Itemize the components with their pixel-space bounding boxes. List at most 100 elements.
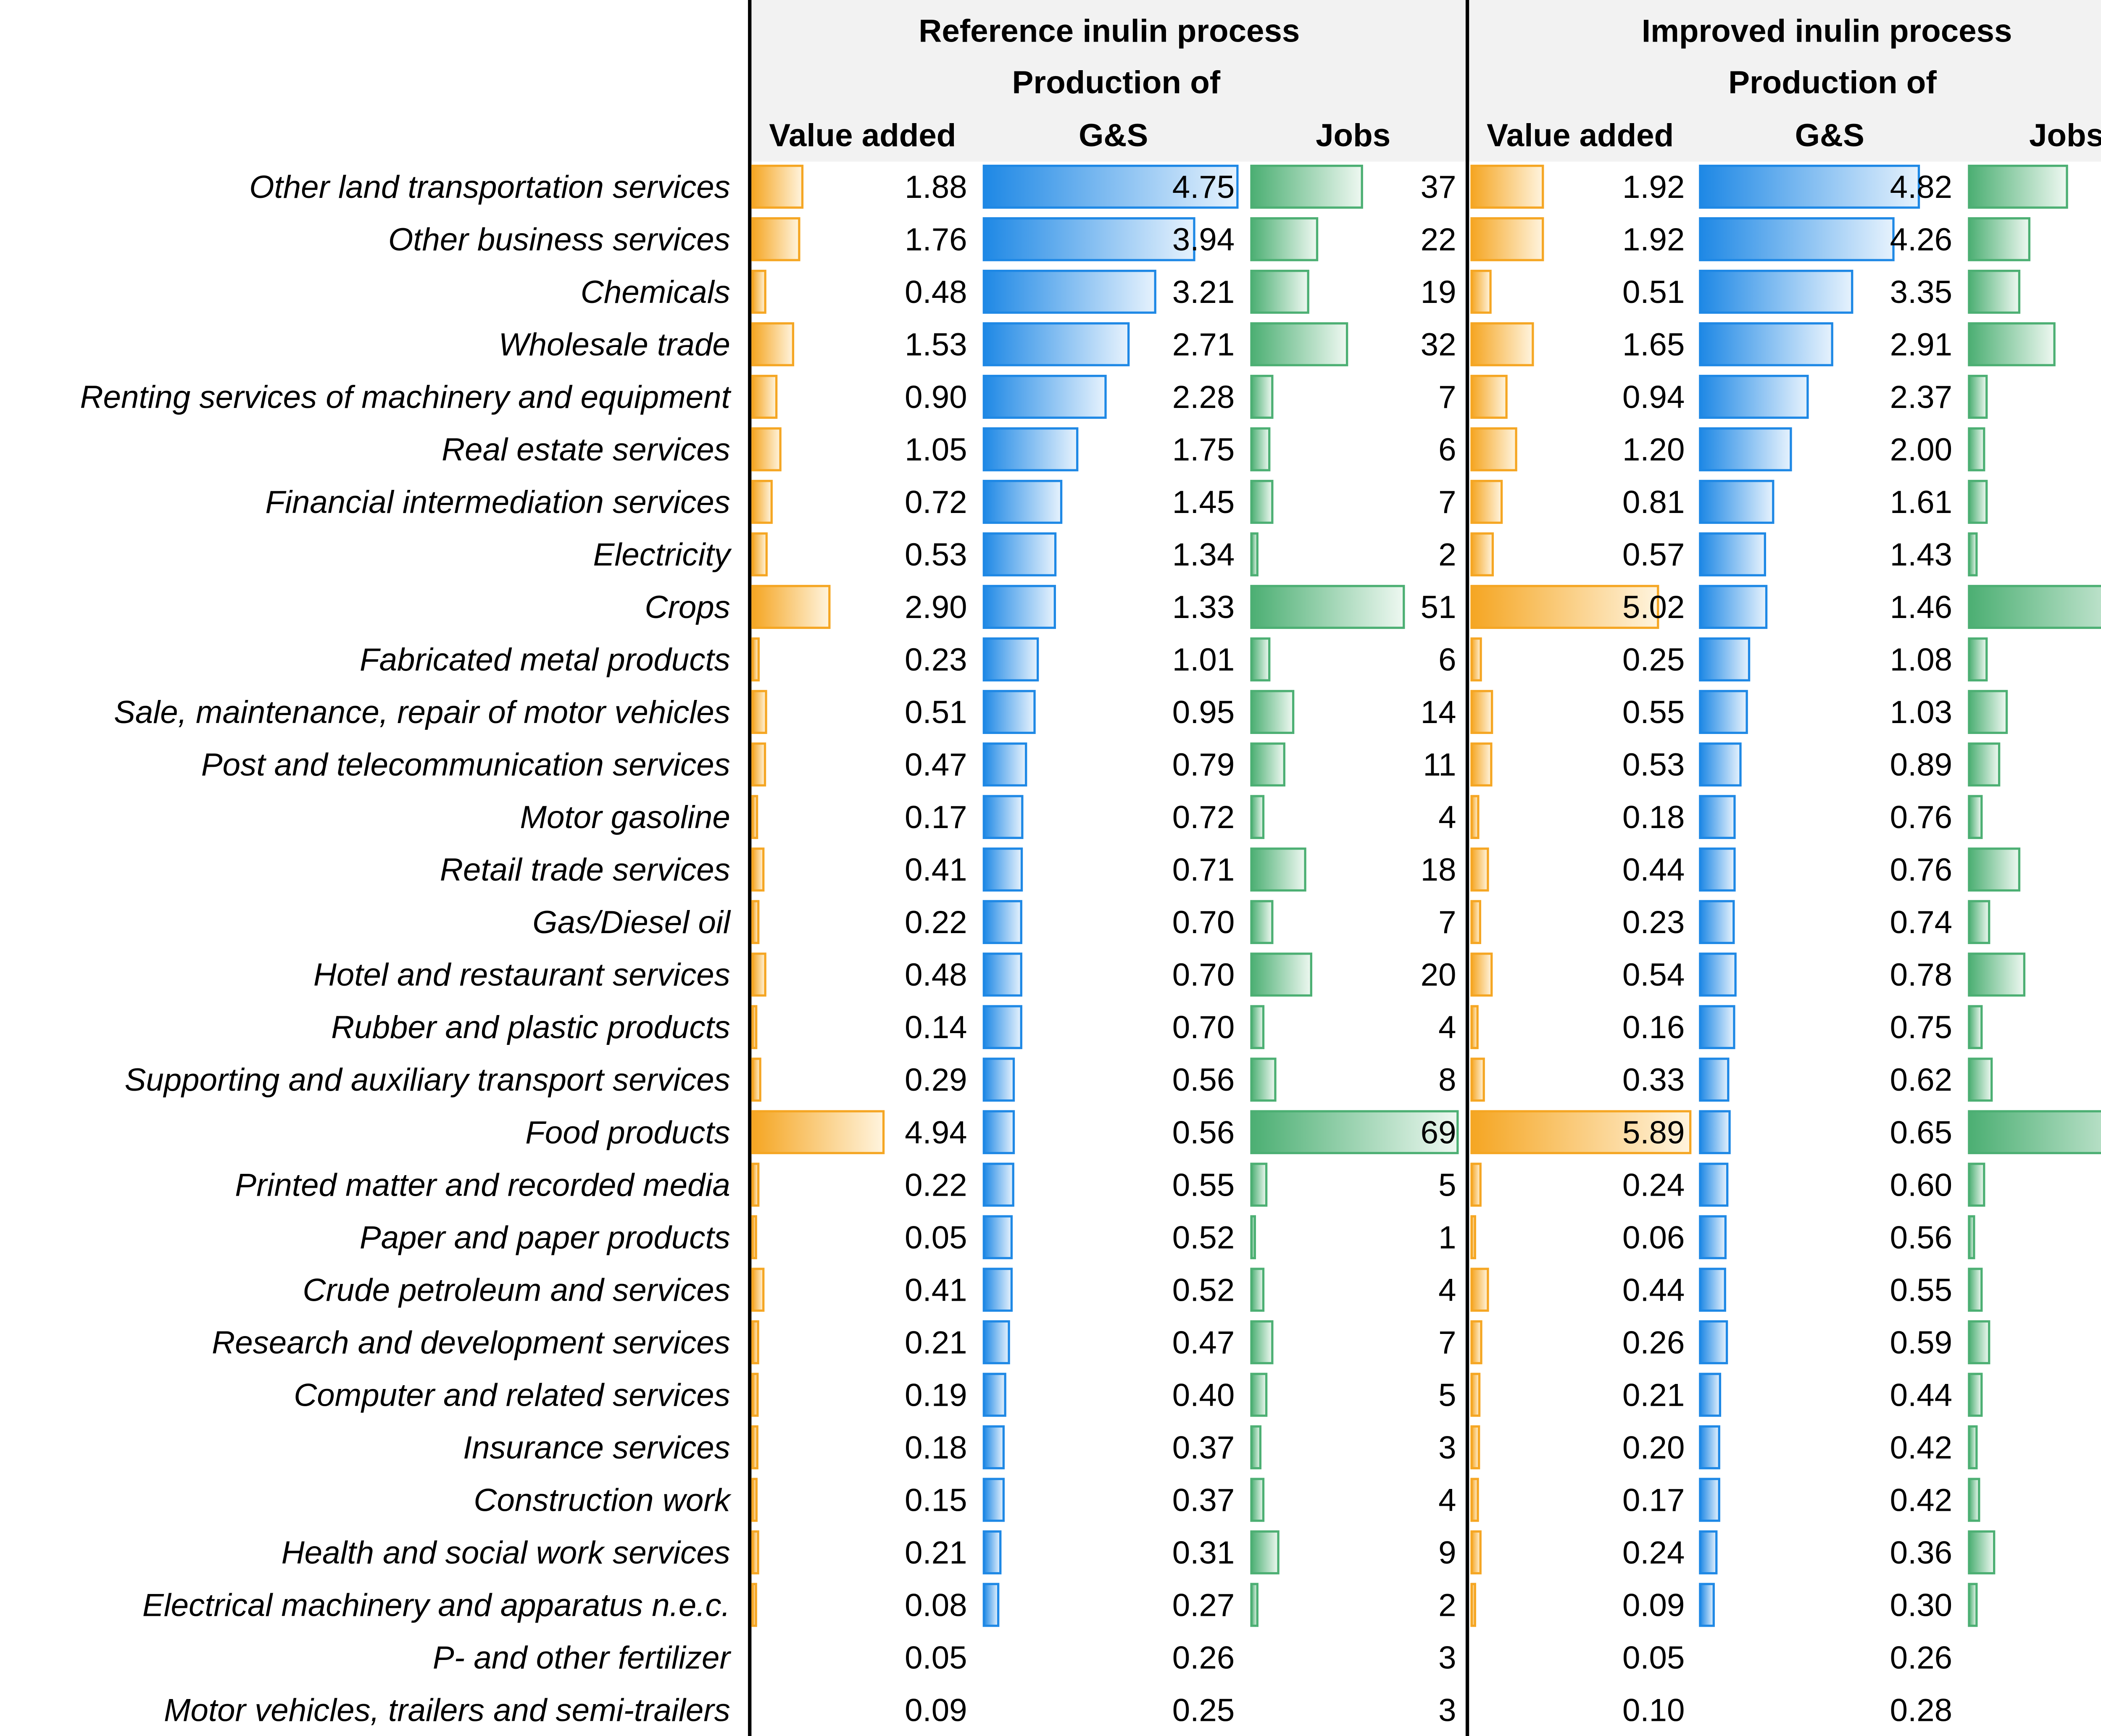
improved-header-bg [1467,0,2101,162]
reference-gs-bar [982,322,1130,366]
improved-value-added-value: 0.33 [1622,1062,1685,1098]
reference-header-bg [750,0,1468,162]
reference-value-added-bar [751,1005,758,1049]
improved-value-added-value: 0.24 [1622,1167,1685,1203]
improved-gs-value: 1.43 [1890,537,1952,573]
improved-value-added-bar [1470,1478,1479,1522]
reference-value-added-value: 0.47 [905,747,967,783]
improved-value-added-value: 0.57 [1622,537,1685,573]
reference-value-added-value: 0.21 [905,1535,967,1570]
improved-value-added-bar [1470,1583,1476,1627]
improved-value-added-value: 0.25 [1622,642,1685,678]
improved-gs-bar [1699,1478,1720,1522]
improved-jobs-bar [1968,1425,1978,1470]
improved-jobs-bar [1968,1530,1996,1575]
improved-jobs-bar [1968,637,1988,681]
improved-gs-bar [1699,1005,1735,1049]
reference-jobs-bar [1250,1268,1265,1312]
improved-value-added-bar [1470,1268,1489,1312]
reference-gs-bar [982,742,1027,787]
improved-gs-value: 0.56 [1890,1220,1952,1255]
reference-gs-value: 0.52 [1172,1220,1235,1255]
table-row: Electrical machinery and apparatus n.e.c… [142,1583,1978,1627]
reference-value-added-value: 0.05 [905,1220,967,1255]
improved-value-added-value: 1.92 [1622,222,1685,258]
improved-jobs-bar [1968,1268,1983,1312]
reference-jobs-value: 9 [1438,1535,1456,1570]
improved-value-added-bar [1470,217,1544,261]
reference-jobs-value: 37 [1421,169,1456,205]
reference-gs-value: 2.71 [1172,327,1235,363]
reference-value-added-bar [751,1163,760,1207]
reference-jobs-value: 8 [1438,1062,1456,1098]
reference-jobs-bar [1250,375,1274,419]
improved-jobs-bar [1968,164,2068,209]
row-label: Sale, maintenance, repair of motor vehic… [114,694,730,730]
improved-value-added-bar [1470,1530,1482,1575]
improved-gs-bar [1699,900,1735,944]
improved-gs-bar [1699,847,1736,892]
reference-value-added-value: 4.94 [905,1115,967,1150]
improved-gs-bar [1699,690,1748,734]
row-label: Motor vehicles, trailers and semi-traile… [164,1693,730,1728]
reference-jobs-value: 3 [1438,1693,1456,1728]
reference-value-added-bar [751,270,766,314]
reference-jobs-value: 51 [1421,589,1456,625]
improved-value-added-bar [1470,1320,1482,1365]
improved-gs-value: 2.00 [1890,432,1952,468]
improved-gs-value: 0.74 [1890,905,1952,940]
reference-jobs-value: 14 [1421,694,1456,730]
reference-value-added-value: 0.14 [905,1010,967,1045]
reference-value-added-value: 0.48 [905,274,967,310]
improved-value-added-bar [1470,795,1480,839]
reference-value-added-value: 0.17 [905,800,967,835]
improved-gs-bar [1699,952,1737,997]
reference-gs-value: 0.25 [1172,1693,1235,1728]
improved-gs-bar [1699,270,1854,314]
reference-value-added-bar [751,375,778,419]
improved-gs-value: 0.65 [1890,1115,1952,1150]
reference-gs-value: 0.71 [1172,852,1235,888]
reference-gs-value: 0.56 [1172,1115,1235,1150]
improved-gs-value: 1.08 [1890,642,1952,678]
improved-gs-value: 3.35 [1890,274,1952,310]
improved-value-added-value: 0.81 [1622,484,1685,520]
improved-value-added-value: 5.89 [1622,1115,1685,1150]
row-label: Hotel and restaurant services [313,957,730,993]
improved-gs-bar [1699,1110,1731,1155]
improved-value-added-bar [1470,1215,1476,1260]
reference-value-added-value: 0.21 [905,1325,967,1360]
improved-gs-value: 0.62 [1890,1062,1952,1098]
improved-jobs-bar [1968,795,1983,839]
improved-value-added-value: 5.02 [1622,589,1685,625]
improved-gs-bar [1699,532,1766,576]
reference-value-added-bar [751,952,766,997]
reference-value-added-bar [751,1583,757,1627]
reference-gs-bar [982,1005,1022,1049]
row-label: Food products [525,1115,730,1150]
row-label: Printed matter and recorded media [235,1167,730,1203]
reference-gs-bar [982,375,1107,419]
reference-jobs-value: 2 [1438,1587,1456,1623]
reference-value-added-bar [751,690,767,734]
reference-jobs-value: 6 [1438,432,1456,468]
improved-value-added-value: 0.44 [1622,1272,1685,1308]
improved-col-value-added: Value added [1487,118,1674,153]
improved-gs-value: 0.55 [1890,1272,1952,1308]
reference-gs-value: 1.75 [1172,432,1235,468]
improved-value-added-value: 0.17 [1622,1482,1685,1518]
reference-jobs-bar [1250,900,1274,944]
improved-value-added-bar [1470,480,1503,524]
reference-value-added-bar [751,1057,761,1102]
reference-value-added-value: 0.53 [905,537,967,573]
improved-value-added-value: 0.21 [1622,1377,1685,1413]
row-label: Post and telecommunication services [201,747,730,783]
reference-jobs-bar [1250,585,1405,629]
reference-value-added-value: 0.90 [905,379,967,415]
improved-gs-bar [1699,164,1920,209]
reference-gs-bar [982,1373,1006,1417]
row-label: Rubber and plastic products [331,1010,730,1045]
reference-value-added-value: 1.76 [905,222,967,258]
reference-value-added-value: 0.22 [905,1167,967,1203]
